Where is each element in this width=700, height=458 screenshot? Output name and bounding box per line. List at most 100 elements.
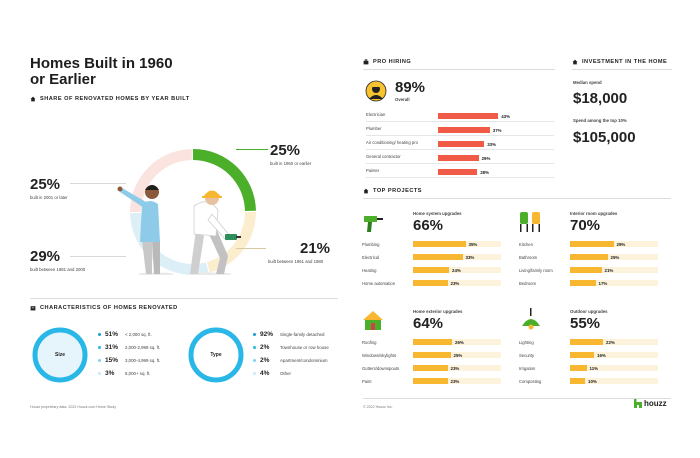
legend-dot xyxy=(98,359,101,362)
median-spend-value: $18,000 xyxy=(573,90,628,107)
legend-pct: 15% xyxy=(105,357,119,364)
project-bar-fill xyxy=(570,254,608,260)
legend-row: 2% Townhouse or row house xyxy=(253,344,329,351)
house-icon xyxy=(363,311,383,330)
pro-bar: 28% xyxy=(438,168,538,175)
project-bar-track: 25% xyxy=(570,254,658,260)
label-1981-2000: 29% built between 1981 and 2000 xyxy=(30,248,85,272)
median-spend-label: Median spend xyxy=(573,80,602,85)
project-row-label: Roofing xyxy=(362,340,377,345)
donut-segment-1961-1980 xyxy=(206,212,256,273)
pro-bar-fill xyxy=(438,154,479,161)
pro-bar-value: 33% xyxy=(487,141,496,147)
pro-bar-value: 29% xyxy=(481,155,491,161)
legend-row: 31% 2,000-2,999 sq. ft. xyxy=(98,344,160,351)
drill-icon xyxy=(364,216,383,232)
project-bar-fill xyxy=(570,352,594,358)
project-bar-track: 23% xyxy=(413,280,501,286)
houzz-logo[interactable]: houzz xyxy=(634,399,667,408)
pro-bar-row: General contractor 29% xyxy=(366,154,554,161)
project-bar-track: 23% xyxy=(413,365,501,371)
leader-2001 xyxy=(70,183,126,184)
pct-2001-later: 25% xyxy=(30,176,61,193)
project-bar-track: 33% xyxy=(413,254,501,260)
project-bar-fill xyxy=(413,280,448,286)
project-group-pct: 66% xyxy=(413,217,444,234)
share-section-title: SHARE OF RENOVATED HOMES BY YEAR BUILT xyxy=(40,96,190,102)
type-ring xyxy=(188,327,244,383)
row-divider xyxy=(366,121,554,122)
pro-bar: 43% xyxy=(438,112,538,119)
pro-bar-value: 43% xyxy=(501,113,510,119)
investment-header: INVESTMENT IN THE HOME xyxy=(572,59,667,65)
pro-bar-row: Air conditioning/ heating pro 33% xyxy=(366,140,554,147)
legend-pct: 31% xyxy=(105,344,119,351)
pro-overall-pct: 89% xyxy=(395,79,426,96)
label-1960-earlier: 25% built in 1960 or earlier xyxy=(270,142,311,166)
project-bar-track: 22% xyxy=(570,339,658,345)
pro-hiring-header: PRO HIRING xyxy=(363,59,411,65)
project-bar-fill xyxy=(413,339,452,345)
top-projects-title: TOP PROJECTS xyxy=(373,188,423,194)
house-small-icon xyxy=(30,96,36,102)
legend-label: 5,000+ sq. ft. xyxy=(125,371,151,376)
pro-bar-fill xyxy=(438,112,499,119)
legend-label: < 2,000 sq. ft. xyxy=(125,332,152,337)
project-bar-track: 24% xyxy=(413,267,501,273)
legend-dot xyxy=(253,359,256,362)
legend-label: 2,000-2,999 sq. ft. xyxy=(125,345,161,350)
legend-row: 92% Single-family detached xyxy=(253,331,324,338)
legend-label: Apartment/condominium xyxy=(280,358,328,363)
leader-1961 xyxy=(236,248,266,249)
project-row-label: Electrical xyxy=(362,255,379,260)
project-row-label: Kitchen xyxy=(519,242,533,247)
legend-dot xyxy=(253,346,256,349)
legend-dot xyxy=(98,346,101,349)
project-bar-value: 17% xyxy=(598,281,608,286)
project-row-label: Paint xyxy=(362,379,372,384)
project-bar-fill xyxy=(570,339,603,345)
project-bar-value: 16% xyxy=(597,353,606,358)
pro-bar-row: Electrician 43% xyxy=(366,112,554,119)
project-row-label: Heating xyxy=(362,268,377,273)
donut-segment-1960-earlier xyxy=(193,149,256,211)
pct-1960-earlier: 25% xyxy=(270,142,301,159)
houzz-h-icon xyxy=(634,399,642,408)
project-bar-value: 22% xyxy=(606,340,615,345)
pro-bar-label: Air conditioning/ heating pro xyxy=(366,140,418,146)
houzz-wordmark: houzz xyxy=(644,399,667,408)
project-group-pct: 55% xyxy=(570,315,601,332)
house-dark-icon xyxy=(572,59,578,65)
legend-label: Townhouse or row house xyxy=(280,345,329,350)
desc-2001-later: built in 2001 or later xyxy=(30,195,68,200)
legend-pct: 4% xyxy=(260,370,270,377)
project-row-label: Composting xyxy=(519,379,542,384)
size-ring-label: Size xyxy=(54,352,65,358)
legend-row: 3% 5,000+ sq. ft. xyxy=(98,370,151,377)
top-projects-header: TOP PROJECTS xyxy=(363,188,422,194)
legend-pct: 3% xyxy=(105,370,115,377)
project-bar-value: 23% xyxy=(450,281,460,286)
row-divider xyxy=(366,135,554,136)
pct-1961-1980: 21% xyxy=(300,240,331,257)
project-bar-value: 11% xyxy=(589,366,599,371)
toolbox-icon xyxy=(363,59,369,65)
page-title: Homes Built in 1960 or Earlier xyxy=(30,55,173,88)
project-bar-value: 21% xyxy=(604,268,614,273)
project-row-label: Plumbing xyxy=(362,242,380,247)
project-group-title: Interior room upgrades xyxy=(570,211,618,216)
pro-overall-label: Overall xyxy=(395,97,410,102)
project-group-title: Home exterior upgrades xyxy=(413,309,463,314)
pro-bar-label: Electrician xyxy=(366,112,386,118)
top-spend-value: $105,000 xyxy=(573,129,636,146)
project-row-label: Home automation xyxy=(362,281,396,286)
share-section-header: SHARE OF RENOVATED HOMES BY YEAR BUILT xyxy=(30,96,190,102)
legend-dot xyxy=(98,333,101,336)
project-row-label: Bathroom xyxy=(519,255,538,260)
project-bar-fill xyxy=(570,378,585,384)
project-bar-track: 25% xyxy=(413,352,501,358)
size-ring xyxy=(32,327,88,383)
legend-dot xyxy=(253,372,256,375)
project-row-label: Bedroom xyxy=(519,281,536,286)
project-bar-track: 16% xyxy=(570,352,658,358)
